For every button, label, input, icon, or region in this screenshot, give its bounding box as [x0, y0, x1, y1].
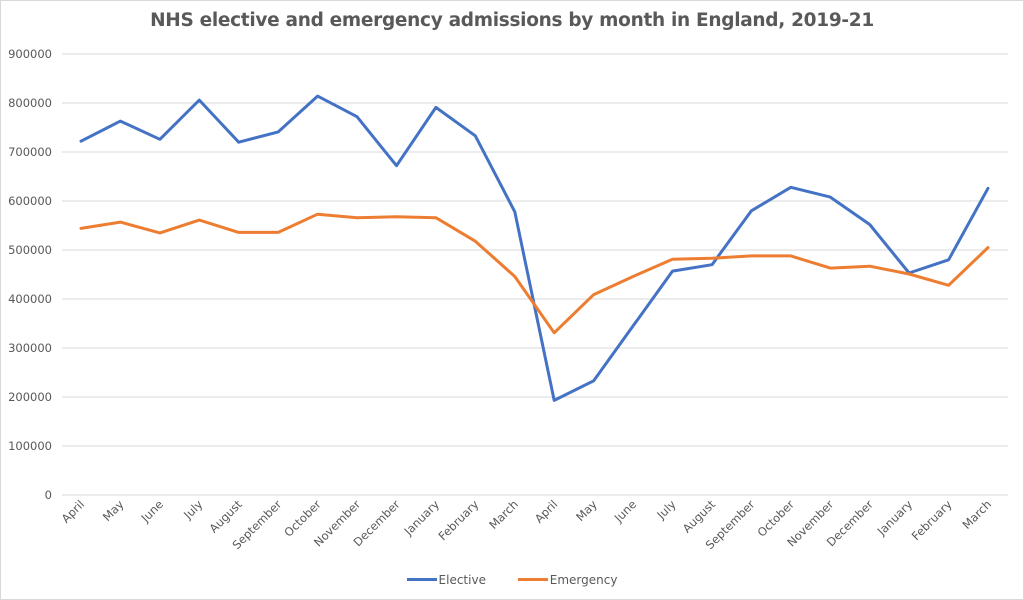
- legend-label-emergency: Emergency: [549, 572, 618, 587]
- x-tick-label: July: [180, 497, 205, 522]
- x-tick-label: August: [680, 497, 719, 536]
- legend-label-elective: Elective: [438, 572, 486, 587]
- x-axis-ticks: April May June July AugustSeptemberOctoberNo…: [59, 497, 994, 552]
- y-axis-ticks: 0 100000 200000 300000 400000 500000 600000 700…: [8, 47, 52, 502]
- x-tick-label: February: [436, 497, 482, 543]
- x-tick-label: June: [611, 497, 639, 525]
- chart-title: NHS elective and emergency admissions by…: [150, 10, 874, 31]
- y-tick-label: 100000: [8, 439, 52, 453]
- series-line-elective: [79, 94, 990, 402]
- x-tick-label: March: [959, 497, 994, 532]
- legend-swatch-emergency: [517, 578, 548, 581]
- gridlines: [62, 53, 1008, 496]
- series-lines: [79, 94, 990, 402]
- x-tick-label: June: [138, 497, 166, 525]
- y-tick-label: 700000: [8, 145, 52, 159]
- y-tick-label: 600000: [8, 194, 52, 208]
- legend: Elective Emergency: [0, 570, 1024, 587]
- y-tick-label: 0: [45, 488, 52, 502]
- x-tick-label: April: [59, 497, 87, 525]
- y-tick-label: 400000: [8, 292, 52, 306]
- y-tick-label: 500000: [8, 243, 52, 257]
- x-tick-label: July: [653, 497, 678, 522]
- y-tick-label: 200000: [8, 390, 52, 404]
- x-tick-label: March: [486, 497, 521, 532]
- y-tick-label: 900000: [8, 47, 52, 61]
- y-tick-label: 300000: [8, 341, 52, 355]
- x-tick-label: August: [206, 497, 245, 536]
- series-line-emergency: [79, 212, 990, 335]
- legend-item-emergency: Emergency: [517, 572, 618, 587]
- legend-swatch-elective: [406, 578, 437, 581]
- x-tick-label: February: [909, 497, 955, 543]
- x-tick-label: May: [573, 497, 600, 524]
- legend-item-elective: Elective: [406, 572, 486, 587]
- y-tick-label: 800000: [8, 96, 52, 110]
- x-tick-label: May: [100, 497, 127, 524]
- x-tick-label: April: [532, 497, 560, 525]
